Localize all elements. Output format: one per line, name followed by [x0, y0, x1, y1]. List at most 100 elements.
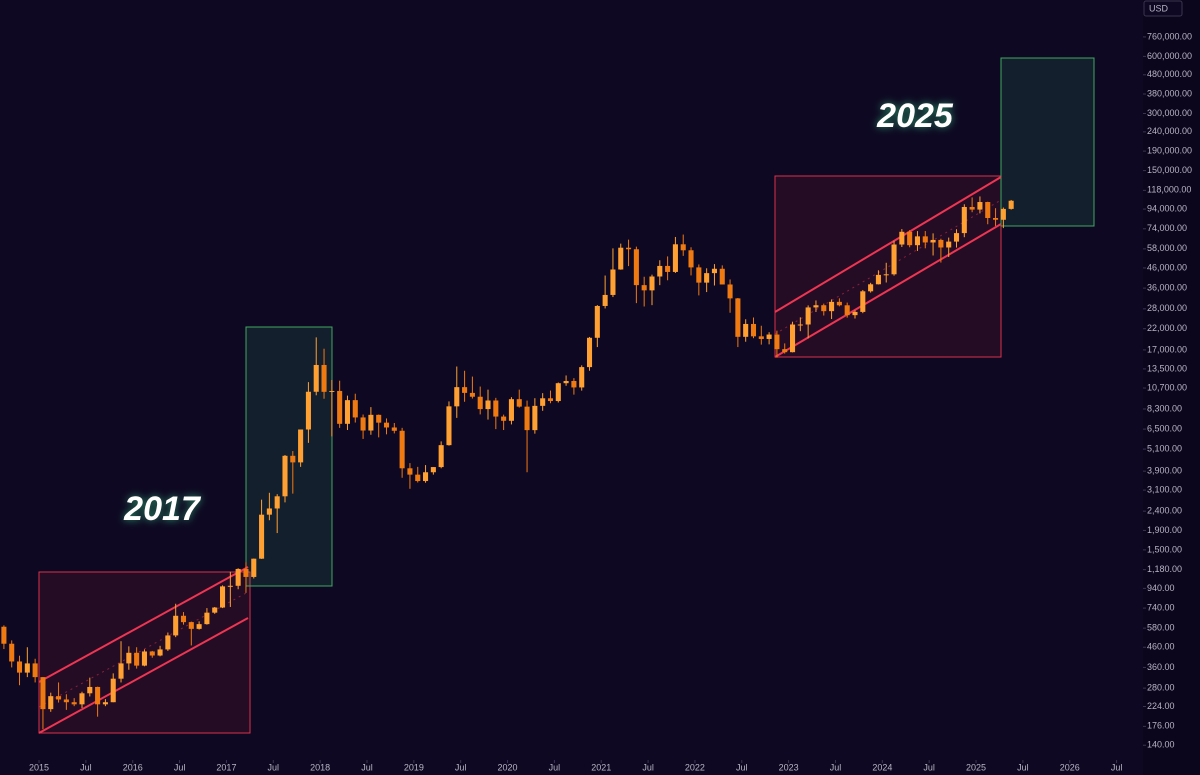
candle-body: [774, 334, 780, 350]
candle-body: [344, 400, 351, 424]
candles: [1, 196, 1014, 730]
candle-body: [212, 607, 218, 613]
candle-body: [337, 390, 343, 424]
candle-body: [173, 615, 179, 636]
x-tick-label: Jul: [174, 762, 186, 772]
candle-body: [516, 399, 522, 407]
candle-body: [227, 585, 233, 587]
candle-body: [430, 467, 436, 473]
candle-body: [665, 265, 671, 272]
candle-body: [454, 387, 460, 407]
candle-body: [844, 305, 850, 316]
y-tick-label: 760,000.00: [1147, 31, 1192, 41]
candle-body: [852, 311, 858, 316]
candle-body: [376, 414, 382, 423]
currency-box: [1143, 0, 1183, 17]
candle-body: [438, 445, 444, 468]
candle-body: [868, 284, 874, 292]
candle-body: [149, 651, 155, 656]
range-box: [774, 175, 1002, 358]
candle-body: [891, 244, 897, 275]
candle-body: [610, 269, 616, 295]
candle-body: [930, 239, 936, 243]
candle-body: [126, 652, 132, 664]
candle-body: [368, 414, 374, 431]
candle-body: [579, 367, 585, 388]
candle-body: [688, 250, 694, 268]
candle-body: [313, 364, 319, 392]
candle-body: [87, 686, 93, 694]
candle-body: [462, 387, 468, 393]
candle-body: [586, 337, 593, 368]
y-tick-label: 3,900.00: [1147, 466, 1182, 476]
candle-body: [485, 400, 491, 410]
candle-body: [282, 455, 288, 497]
candle-body: [961, 206, 967, 234]
annotation: 2025: [876, 97, 954, 135]
candle-body: [813, 305, 819, 308]
x-tick-label: 2019: [404, 762, 424, 772]
y-tick-label: 150,000.00: [1147, 165, 1192, 175]
x-tick-label: 2021: [591, 762, 611, 772]
candle-body: [602, 294, 608, 306]
y-tick-label: 28,000.00: [1147, 303, 1187, 313]
candle-body: [477, 396, 483, 410]
x-tick-label: Jul: [455, 762, 467, 772]
y-tick-label: 3,100.00: [1147, 484, 1182, 494]
target-box: [1000, 57, 1095, 227]
x-tick-label: Jul: [80, 762, 92, 772]
x-tick-label: 2025: [966, 762, 986, 772]
candle-body: [633, 249, 639, 286]
y-tick-label: 140.00: [1147, 740, 1175, 750]
candle-body: [938, 239, 944, 248]
y-tick-label: 36,000.00: [1147, 283, 1187, 293]
x-tick-label: Jul: [1017, 762, 1029, 772]
x-tick-label: Jul: [642, 762, 654, 772]
x-tick-label: 2016: [123, 762, 143, 772]
y-tick-label: 300,000.00: [1147, 108, 1192, 118]
candle-body: [383, 422, 390, 428]
y-tick-label: 8,300.00: [1147, 403, 1182, 413]
y-tick-label: 6,500.00: [1147, 423, 1182, 433]
x-tick-label: Jul: [1111, 762, 1123, 772]
candle-body: [750, 323, 757, 337]
candle-body: [243, 568, 249, 577]
y-tick-label: 460.00: [1147, 642, 1175, 652]
candle-body: [797, 324, 803, 326]
candle-body: [63, 699, 69, 703]
y-tick-label: 46,000.00: [1147, 262, 1187, 272]
candle-body: [32, 663, 38, 678]
candle-body: [914, 236, 921, 246]
candle-body: [555, 383, 561, 402]
y-tick-label: 17,000.00: [1147, 344, 1187, 354]
y-tick-label: 118,000.00: [1147, 185, 1191, 195]
x-tick-label: 2020: [498, 762, 518, 772]
channel-line: [38, 566, 249, 683]
candle-body: [1, 626, 7, 644]
candle-body: [704, 273, 710, 283]
x-tick-label: Jul: [923, 762, 935, 772]
candle-body: [290, 455, 296, 463]
candle-body: [883, 274, 889, 276]
candle-body: [110, 678, 116, 703]
y-tick-label: 1,180.00: [1147, 564, 1182, 574]
candle-body: [235, 568, 241, 586]
candle-body: [985, 202, 991, 218]
candle-body: [836, 301, 842, 306]
y-tick-label: 176.00: [1147, 721, 1175, 731]
candle-body: [24, 663, 30, 673]
channel-line: [774, 223, 1002, 358]
candle-body: [649, 276, 655, 291]
y-tick-label: 13,500.00: [1147, 363, 1187, 373]
y-tick-label: 600,000.00: [1147, 51, 1192, 61]
candle-body: [352, 400, 358, 418]
candle-body: [188, 622, 194, 629]
candle-body: [789, 324, 796, 353]
x-tick-label: Jul: [361, 762, 373, 772]
candle-body: [711, 268, 717, 274]
candle-body: [563, 380, 569, 384]
candle-body: [141, 651, 147, 666]
x-tick-label: 2022: [685, 762, 705, 772]
